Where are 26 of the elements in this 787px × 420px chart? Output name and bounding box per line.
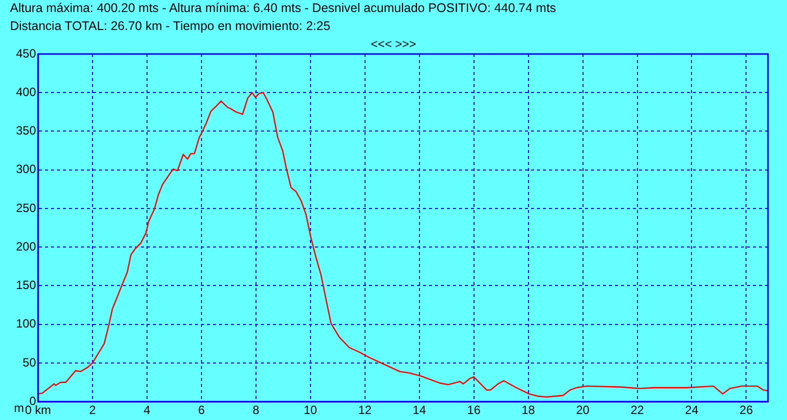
x-tick-label: 8 <box>252 403 260 418</box>
chart-title: Altura máxima: 400.20 mts - Altura mínima: 6.40 mts - Desnivel acumulado POSITIVO: 440.74 mts <box>10 1 556 15</box>
x-tick-label: 18 <box>522 403 536 418</box>
y-tick-label: 250 <box>16 200 36 215</box>
y-tick-label: 100 <box>16 316 36 331</box>
x-tick-label: 4 <box>144 403 151 418</box>
x-tick-label: 6 <box>198 403 206 418</box>
y-tick-label: 300 <box>16 162 36 176</box>
x-tick-label: 10 <box>304 403 318 418</box>
text: <<< >>> <box>370 37 416 51</box>
x-tick-label: 12 <box>358 403 372 418</box>
y-tick-label: 50 <box>22 355 36 370</box>
y-tick-label: 400 <box>16 84 36 99</box>
x-tick-label: 14 <box>412 403 426 418</box>
y-axis-title: m <box>14 401 24 415</box>
chart-subtitle: Distancia TOTAL: 26.70 km - Tiempo en movimiento: 2:25 <box>10 19 330 33</box>
x-tick-label: 24 <box>685 403 699 418</box>
y-tick-label: 450 <box>16 46 36 60</box>
y-tick-label: 350 <box>16 124 36 138</box>
x-tick-label: 22 <box>630 403 644 418</box>
x-tick-label: 2 <box>89 403 96 418</box>
y-tick-label: 150 <box>16 278 36 292</box>
y-tick-label: 200 <box>16 239 36 254</box>
x-tick-label: 20 <box>576 403 590 418</box>
x-tick-label: 16 <box>467 403 481 418</box>
x-tick-label: 26 <box>740 403 754 418</box>
